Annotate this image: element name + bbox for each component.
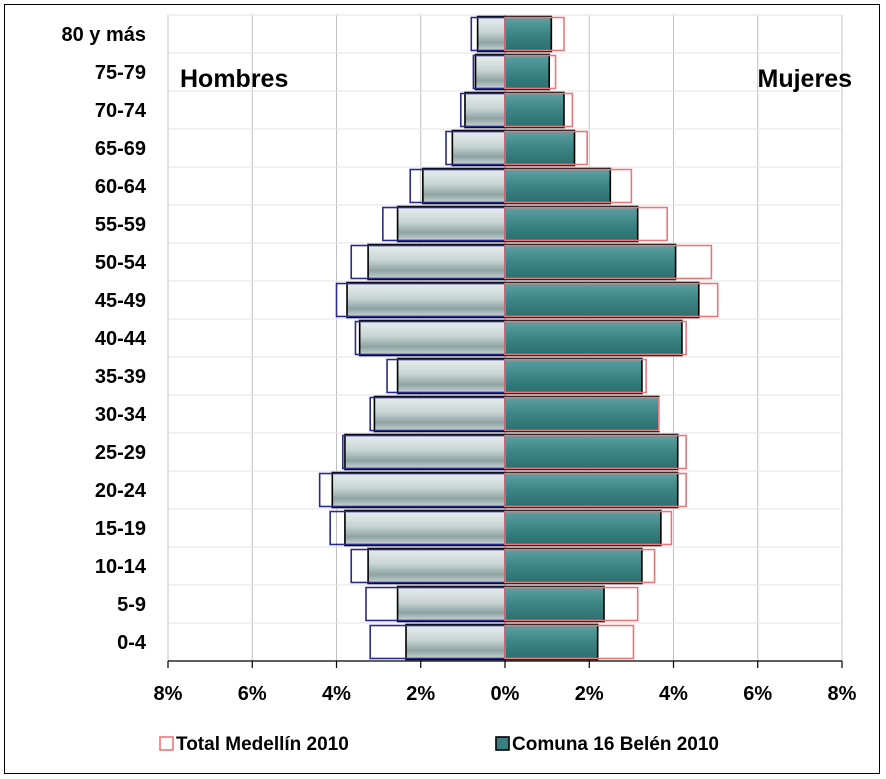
bar-women-belen	[504, 509, 662, 547]
bar-women-belen	[504, 53, 551, 91]
bar-women-medellin	[504, 396, 660, 432]
bar-men-belen	[451, 129, 506, 167]
bar-men-belen	[346, 281, 506, 319]
bar-women-belen	[504, 91, 565, 129]
bar-women-belen	[504, 167, 612, 205]
age-group-label: 10-14	[95, 556, 147, 578]
bar-women-medellin	[504, 624, 635, 660]
age-group-label: 20-24	[95, 480, 147, 502]
bar-men-belen	[367, 547, 506, 585]
bar-men-belen	[344, 433, 506, 471]
bar-men-belen	[358, 319, 506, 357]
bar-men-belen	[331, 471, 506, 509]
bar-women-medellin	[504, 282, 719, 318]
left-label-hombres: Hombres	[180, 65, 288, 93]
age-group-label: 15-19	[95, 518, 146, 540]
bar-men-belen	[464, 91, 506, 129]
x-tick-label: 6%	[743, 683, 772, 705]
bar-women-medellin	[504, 54, 557, 90]
bar-men-belen	[396, 585, 506, 623]
legend-label-belen: Comuna 16 Belén 2010	[512, 734, 719, 755]
bar-women-medellin	[504, 510, 673, 546]
bar-women-medellin	[504, 168, 633, 204]
bar-women-belen	[504, 281, 700, 319]
age-group-label: 75-79	[95, 62, 146, 84]
bar-women-belen	[504, 129, 576, 167]
bar-women-belen	[504, 433, 679, 471]
bar-women-medellin	[504, 206, 668, 242]
bar-men-belen	[396, 357, 506, 395]
bar-women-medellin	[504, 320, 687, 356]
bar-women-medellin	[504, 130, 588, 166]
x-tick-label: 0%	[491, 683, 520, 705]
x-tick-label: 4%	[659, 683, 688, 705]
bar-women-belen	[504, 395, 660, 433]
bar-men-belen	[474, 53, 506, 91]
legend: Total Medellín 2010 Comuna 16 Belén 2010	[159, 734, 719, 755]
bar-men-belen	[476, 15, 506, 53]
x-tick-label: 2%	[575, 683, 604, 705]
age-group-label: 5-9	[117, 594, 146, 616]
bars	[318, 15, 719, 661]
age-group-label: 40-44	[95, 328, 147, 350]
x-tick-label: 4%	[322, 683, 351, 705]
bar-women-medellin	[504, 16, 565, 52]
age-group-label: 65-69	[95, 138, 146, 160]
right-label-mujeres: Mujeres	[758, 65, 852, 93]
x-axis: 8% 6% 4% 2% 0% 2% 4% 6% 8%	[154, 660, 857, 705]
bar-women-belen	[504, 15, 553, 53]
bar-men-belen	[373, 395, 506, 433]
age-group-label: 55-59	[95, 214, 146, 236]
legend-swatch-medellin	[159, 736, 174, 751]
bar-women-belen	[504, 205, 639, 243]
bar-men-belen	[344, 509, 506, 547]
bar-women-medellin	[504, 548, 656, 584]
x-tick-label: 8%	[154, 683, 183, 705]
bar-women-belen	[504, 585, 605, 623]
bar-men-belen	[367, 243, 506, 281]
bar-men-belen	[405, 623, 506, 661]
age-group-label: 50-54	[95, 252, 147, 274]
bar-women-belen	[504, 243, 677, 281]
bar-women-belen	[504, 319, 683, 357]
bar-women-belen	[504, 357, 643, 395]
bar-women-medellin	[504, 358, 647, 394]
bar-women-medellin	[504, 472, 687, 508]
legend-label-medellin: Total Medellín 2010	[176, 734, 349, 755]
bar-women-medellin	[504, 92, 574, 128]
bar-women-belen	[504, 547, 643, 585]
age-group-label: 25-29	[95, 442, 146, 464]
age-group-label: 0-4	[117, 632, 147, 654]
age-group-label: 70-74	[95, 100, 147, 122]
x-tick-label: 6%	[238, 683, 267, 705]
age-group-label: 45-49	[95, 290, 146, 312]
bar-women-medellin	[504, 244, 713, 280]
x-tick-label: 2%	[406, 683, 435, 705]
age-group-label: 30-34	[95, 404, 147, 426]
bar-women-belen	[504, 623, 599, 661]
age-group-label: 80 y más	[61, 24, 146, 46]
bar-women-medellin	[504, 586, 639, 622]
bar-men-belen	[396, 205, 506, 243]
age-group-label: 60-64	[95, 176, 147, 198]
age-group-label: 35-39	[95, 366, 146, 388]
legend-swatch-belen	[495, 736, 510, 751]
bar-women-medellin	[504, 434, 687, 470]
x-tick-label: 8%	[828, 683, 857, 705]
bar-women-belen	[504, 471, 679, 509]
age-group-labels: 0-4 5-9 10-14 15-19 20-24 25-29 30-34 35-39 40-4…	[61, 24, 146, 654]
bar-men-belen	[422, 167, 506, 205]
